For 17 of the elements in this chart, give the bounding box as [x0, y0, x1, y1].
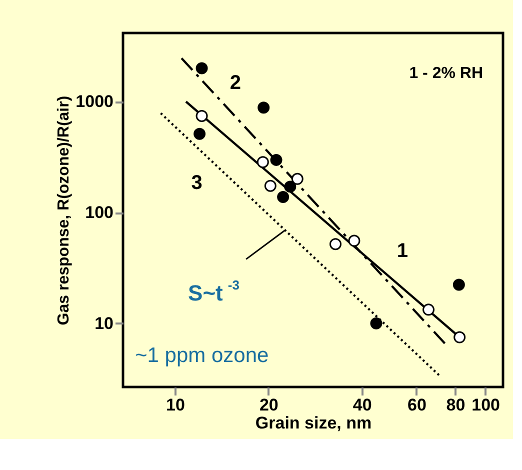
x-tick-label: 40	[352, 396, 372, 414]
annotation: 1 - 2% RH	[409, 65, 483, 82]
series-label: 3	[191, 172, 202, 194]
y-axis-title: Gas response, R(ozone)/R(air)	[56, 96, 73, 326]
x-tick-label: 60	[408, 396, 426, 414]
x-tick-label: 80	[446, 396, 466, 414]
y-tick-label: 100	[85, 203, 114, 222]
x-tick-label: 10	[166, 396, 185, 414]
y-tick-label: 1000	[76, 92, 114, 112]
annotation: S~t -3	[188, 277, 240, 306]
series-label: 2	[230, 72, 241, 94]
x-axis-title: Grain size, nm	[255, 414, 372, 432]
y-tick-label: 10	[94, 314, 114, 333]
x-tick-label: 100	[472, 396, 500, 414]
x-tick-label: 20	[259, 396, 278, 414]
annotation: ~1 ppm ozone	[135, 344, 269, 367]
series-label: 1	[396, 240, 408, 262]
